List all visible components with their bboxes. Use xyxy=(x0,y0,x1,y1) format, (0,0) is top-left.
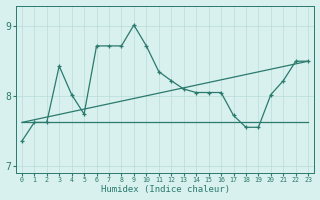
X-axis label: Humidex (Indice chaleur): Humidex (Indice chaleur) xyxy=(100,185,229,194)
